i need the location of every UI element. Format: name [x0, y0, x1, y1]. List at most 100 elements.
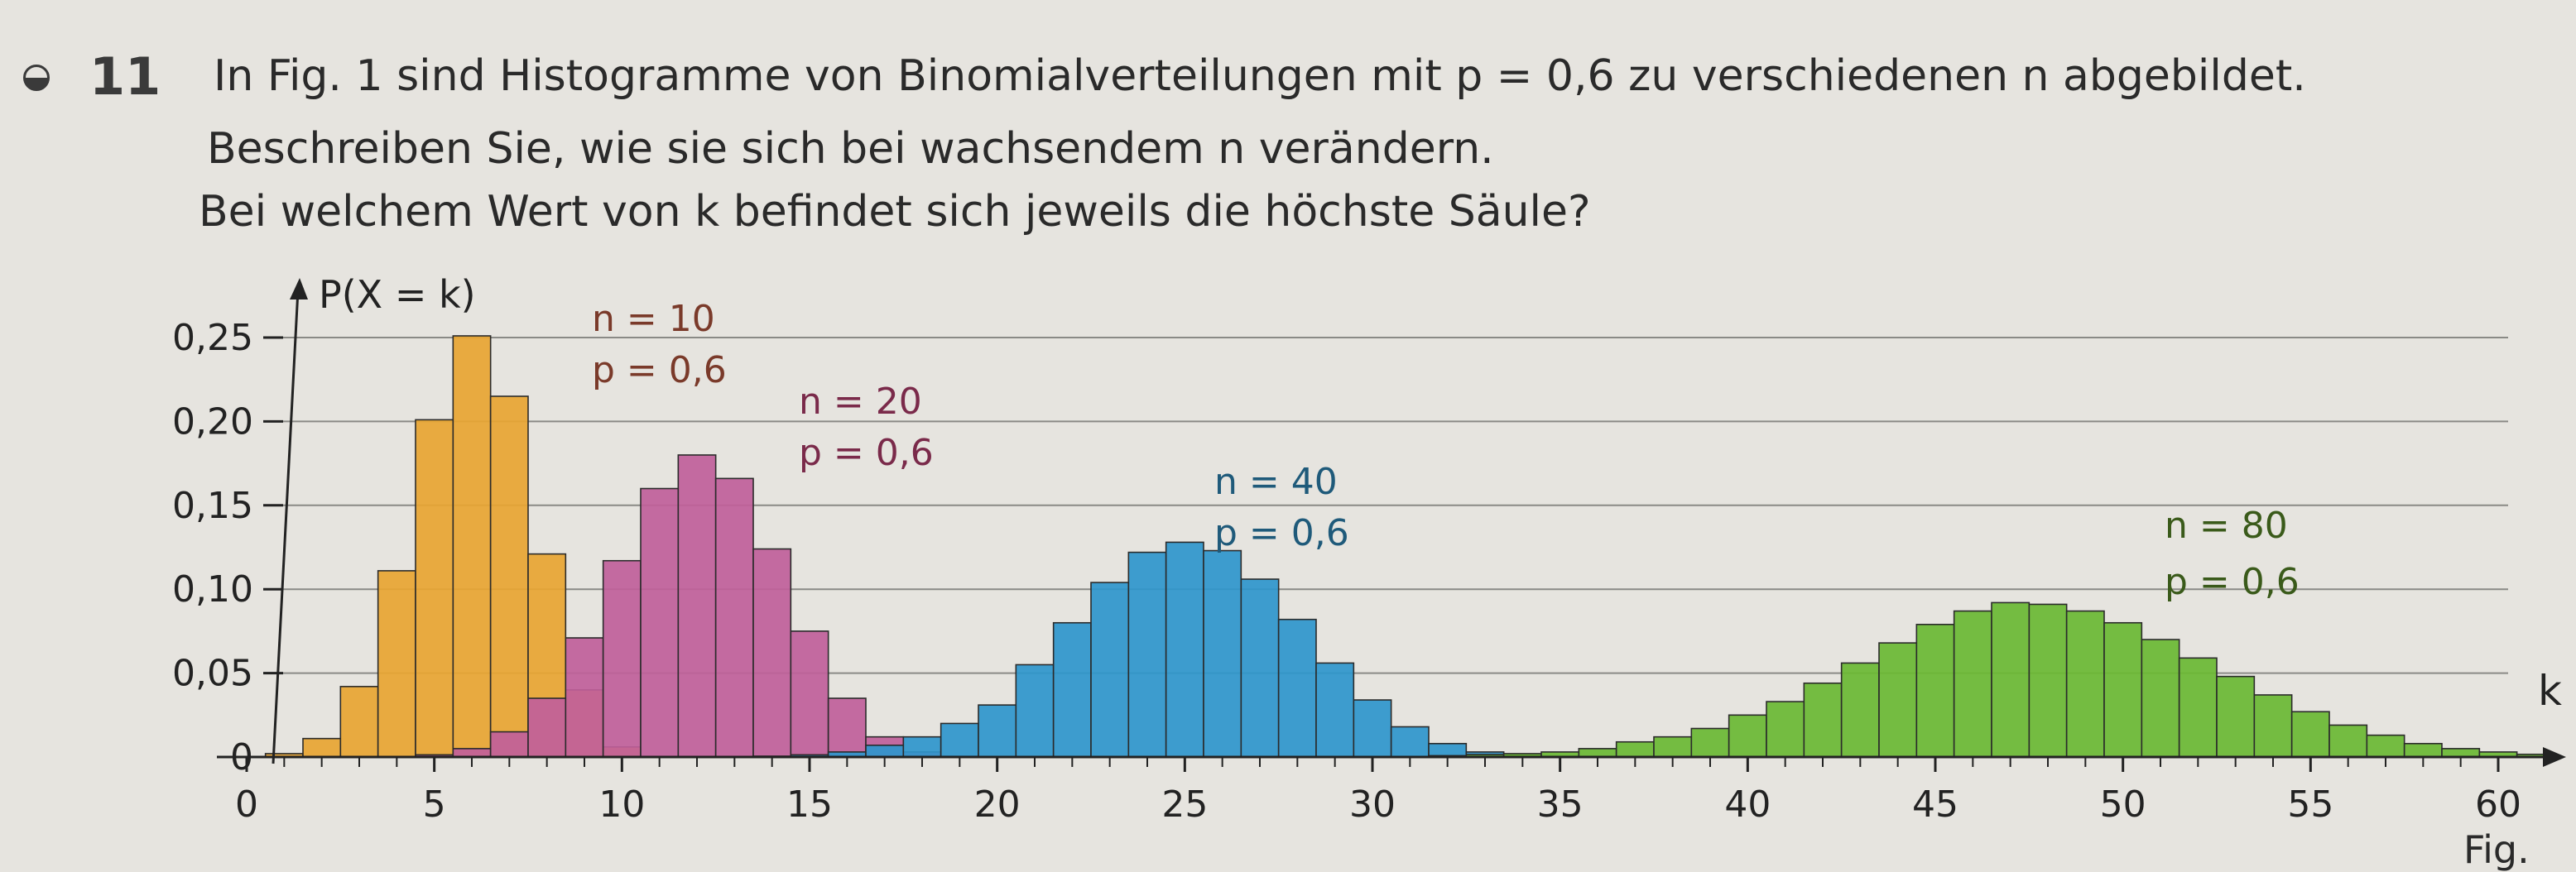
x-tick-label-12: 60 [2475, 783, 2521, 826]
bar-n80-k52 [2178, 657, 2218, 758]
x-tick-label-5: 25 [1161, 783, 1208, 826]
y-tick-label-2: 0,10 [172, 568, 253, 611]
bar-n40-k19 [940, 722, 979, 758]
bar-n80-k55 [2290, 711, 2330, 758]
y-tick-label-0: 0 [230, 736, 253, 779]
task-number: 11 [89, 46, 161, 107]
y-tick-label-5: 0,25 [172, 317, 253, 359]
bar-n80-k51 [2141, 639, 2180, 758]
figure-caption: Fig. [2463, 827, 2530, 872]
y-tick-label-1: 0,05 [172, 653, 253, 695]
bar-n40-k26 [1203, 549, 1242, 758]
bar-n10-k7 [489, 395, 529, 758]
series-label-p-80: p = 0,6 [2165, 561, 2300, 603]
series-label-p-10: p = 0,6 [592, 349, 727, 391]
bar-n20-k9 [565, 637, 604, 758]
task-bullet-icon [23, 65, 50, 91]
series-label-n-10: n = 10 [592, 298, 715, 340]
x-tick-label-10: 50 [2100, 783, 2146, 826]
bar-n80-k37 [1615, 740, 1655, 758]
bar-n20-k12 [677, 454, 717, 758]
bar-n40-k32 [1428, 742, 1468, 758]
bar-n20-k14 [752, 548, 792, 758]
bar-n80-k47 [1991, 601, 2031, 758]
bar-n80-k44 [1878, 642, 1918, 758]
bar-n10-k4 [377, 570, 416, 758]
bar-n40-k21 [1015, 664, 1055, 758]
bar-n80-k41 [1766, 701, 1805, 758]
x-tick-label-8: 40 [1724, 783, 1771, 826]
x-tick-label-0: 0 [235, 783, 258, 826]
chart-bars [227, 335, 2555, 759]
bar-n40-k29 [1315, 662, 1355, 758]
bar-n40-k24 [1127, 551, 1167, 758]
chart-labels: P(X = k) k n = 10 p = 0,6 n = 20 p = 0,6 n = 4… [319, 272, 2562, 715]
x-tick-label-6: 30 [1349, 783, 1396, 826]
bar-n80-k43 [1840, 662, 1880, 758]
bar-n80-k53 [2216, 675, 2256, 758]
y-tick-label-4: 0,20 [172, 400, 253, 443]
task-text-line-2: Beschreiben Sie, wie sie sich bei wachse… [207, 124, 1494, 174]
x-axis-label: k [2538, 667, 2562, 715]
bar-n20-k8 [527, 697, 567, 758]
bar-n80-k57 [2366, 734, 2405, 758]
bar-n80-k59 [2441, 748, 2481, 758]
chart-axes: 0 0,05 0,10 0,15 0,20 0,25 0 5 10 15 20 25 30 35 40 45 5… [172, 278, 2566, 826]
y-axis-line [272, 289, 300, 764]
bar-n80-k46 [1953, 610, 1992, 758]
bar-n40-k18 [902, 735, 942, 758]
bar-n20-k7 [489, 731, 529, 758]
task-text-line-1: In Fig. 1 sind Histogramme von Binomialv… [214, 51, 2306, 101]
x-tick-label-9: 45 [1912, 783, 1958, 826]
bar-n20-k10 [602, 559, 642, 758]
y-axis-label: P(X = k) [319, 272, 476, 317]
y-axis-arrow-icon [290, 278, 308, 299]
series-label-p-40: p = 0,6 [1214, 512, 1349, 554]
bar-n80-k38 [1653, 735, 1693, 758]
bar-n10-k3 [339, 686, 379, 758]
bar-n80-k54 [2253, 694, 2293, 758]
bar-n40-k28 [1277, 618, 1317, 758]
bar-n10-k5 [415, 419, 454, 758]
bar-n40-k25 [1165, 541, 1204, 758]
x-tick-label-7: 35 [1537, 783, 1584, 826]
series-label-p-20: p = 0,6 [799, 432, 934, 474]
bar-n40-k20 [978, 704, 1017, 758]
bar-n20-k11 [640, 487, 680, 758]
bar-n80-k45 [1915, 623, 1955, 758]
series-label-n-80: n = 80 [2165, 505, 2288, 547]
x-axis-arrow-icon [2543, 747, 2566, 767]
x-tick-label-3: 15 [786, 783, 833, 826]
bar-n10-k6 [452, 335, 492, 758]
bar-n20-k15 [790, 630, 829, 758]
y-tick-label-3: 0,15 [172, 485, 253, 527]
bar-n40-k17 [865, 745, 905, 758]
task-text-line-3: Bei welchem Wert von k befindet sich jew… [199, 187, 1591, 237]
x-tick-label-1: 5 [423, 783, 446, 826]
bar-n40-k31 [1390, 726, 1430, 758]
bar-n40-k27 [1240, 578, 1280, 758]
bar-n80-k50 [2103, 621, 2143, 758]
bar-n80-k56 [2328, 724, 2368, 758]
bar-n20-k6 [452, 748, 492, 758]
bar-n80-k39 [1690, 727, 1730, 758]
bar-n80-k40 [1728, 714, 1767, 758]
series-label-n-40: n = 40 [1214, 461, 1338, 503]
bar-n40-k22 [1052, 621, 1092, 758]
bar-n80-k49 [2065, 610, 2105, 758]
bar-n80-k58 [2403, 742, 2443, 758]
series-label-n-20: n = 20 [799, 381, 922, 423]
bar-n40-k30 [1353, 699, 1392, 758]
bar-n10-k2 [302, 737, 342, 758]
bar-n80-k42 [1803, 682, 1843, 758]
bar-n20-k13 [714, 477, 754, 758]
x-tick-label-2: 10 [598, 783, 645, 826]
x-tick-label-11: 55 [2287, 783, 2333, 826]
bar-n80-k36 [1578, 748, 1617, 758]
bar-n20-k16 [827, 697, 867, 758]
bar-n80-k48 [2028, 603, 2068, 758]
bar-n40-k23 [1090, 582, 1130, 758]
x-tick-label-4: 20 [974, 783, 1021, 826]
